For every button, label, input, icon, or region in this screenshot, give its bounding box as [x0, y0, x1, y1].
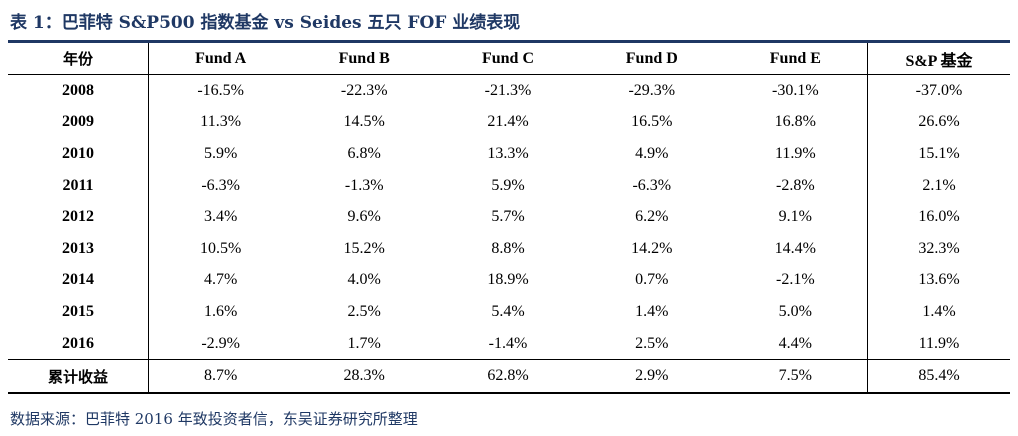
total-label: 累计收益 [8, 359, 149, 394]
cell-fund-a: 1.6% [203, 302, 238, 320]
cell-fund-b: -22.3% [340, 81, 388, 99]
cell-sp-fund: 32.3% [867, 232, 1010, 265]
header-fund-b: Fund B [292, 43, 437, 75]
total-sp-fund: 85.4% [867, 359, 1010, 394]
cell-fund-c: 5.4% [491, 302, 525, 320]
header-row: 年份 Fund A Fund B Fund C Fund D Fund E S&… [8, 43, 1010, 75]
cell-fund-b: 2.5% [347, 302, 381, 320]
cell-fund-d: -29.3% [628, 81, 676, 99]
row-year: 2015 [8, 296, 149, 328]
row-year: 2012 [8, 201, 149, 233]
cell-fund-b: 14.5% [343, 113, 385, 131]
cell-sp-fund: 16.0% [867, 201, 1010, 233]
cell-fund-c: 8.8% [491, 239, 525, 257]
row-year: 2008 [8, 74, 149, 107]
cell-fund-a: 4.7% [203, 271, 238, 289]
cell-fund-e: 11.9% [774, 144, 816, 162]
header-fund-a: Fund A [148, 43, 293, 75]
table-row: 2013 10.5% 15.2% 8.8% 14.2% 14.4% 32.3% [8, 232, 1010, 265]
total-fund-a: 8.7% [148, 359, 293, 394]
cell-fund-d: 16.5% [631, 113, 673, 131]
table-row: 2015 1.6% 2.5% 5.4% 1.4% 5.0% 1.4% [8, 296, 1010, 328]
cell-sp-fund: 1.4% [867, 296, 1010, 328]
table-row: 2014 4.7% 4.0% 18.9% 0.7% -2.1% 13.6% [8, 264, 1010, 297]
cell-fund-c: -1.4% [488, 334, 528, 352]
source-note: 数据来源：巴菲特 2016 年致投资者信，东吴证券研究所整理 [10, 410, 418, 428]
row-year: 2010 [8, 138, 149, 170]
cell-sp-fund: 13.6% [867, 264, 1010, 297]
cell-fund-a: 5.9% [203, 144, 238, 162]
cell-fund-e: 4.4% [778, 334, 812, 352]
row-year: 2013 [8, 232, 149, 265]
header-fund-e: Fund E [723, 43, 868, 75]
table-row: 2011 -6.3% -1.3% 5.9% -6.3% -2.8% 2.1% [8, 169, 1010, 202]
cell-fund-e: -2.8% [776, 176, 815, 194]
table-caption: 表 1：巴菲特 S&P500 指数基金 vs Seides 五只 FOF 业绩表… [10, 13, 521, 33]
cell-fund-b: 6.8% [347, 144, 381, 162]
cell-fund-a: 10.5% [199, 239, 242, 257]
cell-fund-b: -1.3% [344, 176, 384, 194]
table-row: 2009 11.3% 14.5% 21.4% 16.5% 16.8% 26.6% [8, 106, 1010, 139]
header-fund-d: Fund D [579, 43, 724, 75]
cell-fund-d: 6.2% [635, 208, 669, 226]
table-row: 2012 3.4% 9.6% 5.7% 6.2% 9.1% 16.0% [8, 201, 1010, 233]
cell-fund-e: -2.1% [776, 271, 815, 289]
cell-fund-b: 9.6% [347, 208, 381, 226]
cell-fund-e: 14.4% [774, 239, 816, 257]
cell-fund-c: 18.9% [487, 271, 529, 289]
cell-fund-d: 4.9% [635, 144, 669, 162]
table-row: 2008 -16.5% -22.3% -21.3% -29.3% -30.1% … [8, 74, 1010, 107]
cell-fund-c: 21.4% [487, 113, 529, 131]
cell-fund-c: 13.3% [487, 144, 529, 162]
total-fund-e: 7.5% [723, 359, 868, 394]
cell-fund-e: -30.1% [772, 81, 819, 99]
cell-fund-d: 14.2% [631, 239, 673, 257]
performance-table: 年份 Fund A Fund B Fund C Fund D Fund E S&… [8, 43, 1010, 394]
cell-fund-c: 5.7% [491, 208, 525, 226]
cell-fund-d: 1.4% [635, 302, 669, 320]
caption-rule [8, 40, 1010, 43]
cell-fund-a: 11.3% [200, 113, 242, 131]
row-year: 2011 [8, 169, 149, 202]
cell-fund-c: -21.3% [484, 81, 532, 99]
row-year: 2009 [8, 106, 149, 139]
cell-fund-a: -6.3% [201, 176, 240, 194]
cell-fund-a: -2.9% [201, 334, 240, 352]
table-row: 2016 -2.9% 1.7% -1.4% 2.5% 4.4% 11.9% [8, 327, 1010, 360]
row-year: 2016 [8, 327, 149, 360]
cell-fund-d: 2.5% [635, 334, 669, 352]
header-fund-c: Fund C [436, 43, 580, 75]
total-fund-d: 2.9% [579, 359, 724, 394]
cell-sp-fund: -37.0% [867, 74, 1010, 107]
row-year: 2014 [8, 264, 149, 297]
cell-sp-fund: 15.1% [867, 138, 1010, 170]
cell-fund-a: -16.5% [197, 81, 244, 99]
header-sp-fund: S&P 基金 [867, 43, 1010, 75]
cell-fund-c: 5.9% [491, 176, 525, 194]
cell-sp-fund: 2.1% [867, 169, 1010, 202]
cell-fund-a: 3.4% [203, 208, 238, 226]
total-row: 累计收益 8.7% 28.3% 62.8% 2.9% 7.5% 85.4% [8, 359, 1010, 394]
cell-sp-fund: 26.6% [867, 106, 1010, 139]
cell-fund-e: 5.0% [778, 302, 812, 320]
cell-fund-e: 9.1% [778, 208, 812, 226]
header-year: 年份 [8, 43, 149, 75]
cell-fund-b: 15.2% [343, 239, 385, 257]
cell-sp-fund: 11.9% [867, 327, 1010, 360]
cell-fund-b: 1.7% [347, 334, 381, 352]
total-fund-b: 28.3% [292, 359, 437, 394]
cell-fund-b: 4.0% [347, 271, 381, 289]
cell-fund-e: 16.8% [774, 113, 816, 131]
cell-fund-d: 0.7% [635, 271, 669, 289]
total-fund-c: 62.8% [436, 359, 580, 394]
table-row: 2010 5.9% 6.8% 13.3% 4.9% 11.9% 15.1% [8, 138, 1010, 170]
cell-fund-d: -6.3% [632, 176, 672, 194]
